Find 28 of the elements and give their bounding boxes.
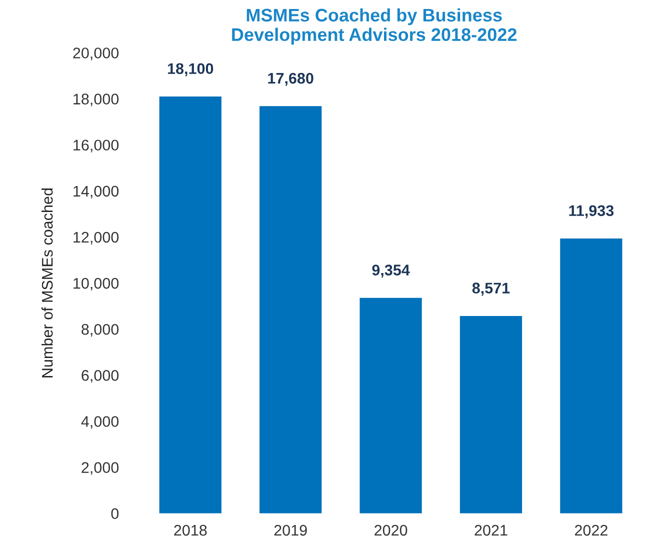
x-tick-label: 2021 [474, 524, 508, 536]
y-tick-label: 12,000 [74, 232, 119, 244]
data-label: 9,354 [372, 264, 410, 278]
data-label: 18,100 [168, 63, 214, 76]
bar [560, 238, 622, 514]
x-tick-label: 2019 [274, 524, 307, 536]
bar [159, 96, 222, 514]
data-label: 17,680 [268, 72, 314, 86]
y-tick-label: 0 [111, 508, 119, 520]
x-tick-label: 2022 [574, 524, 608, 536]
y-tick-label: 4,000 [81, 416, 119, 429]
y-axis-title: Number of MSMEs coached [42, 188, 53, 378]
data-label: 8,571 [472, 282, 510, 296]
data-label: 11,933 [569, 205, 614, 218]
bar [260, 106, 322, 514]
y-tick-label: 14,000 [74, 186, 119, 198]
y-tick-label: 20,000 [73, 48, 119, 60]
y-tick-label: 10,000 [74, 278, 119, 291]
y-tick-label: 8,000 [82, 324, 119, 337]
y-tick-label: 18,000 [74, 94, 119, 106]
x-tick-label: 2020 [374, 524, 408, 536]
y-tick-label: 2,000 [82, 462, 119, 475]
bar [460, 316, 522, 514]
bar [360, 298, 422, 514]
x-tick-label: 2018 [174, 524, 207, 536]
chart-title: MSMEs Coached by Business Development Advisors 2018-2022 [232, 8, 517, 45]
y-tick-label: 6,000 [82, 370, 119, 383]
y-tick-label: 16,000 [74, 140, 119, 152]
